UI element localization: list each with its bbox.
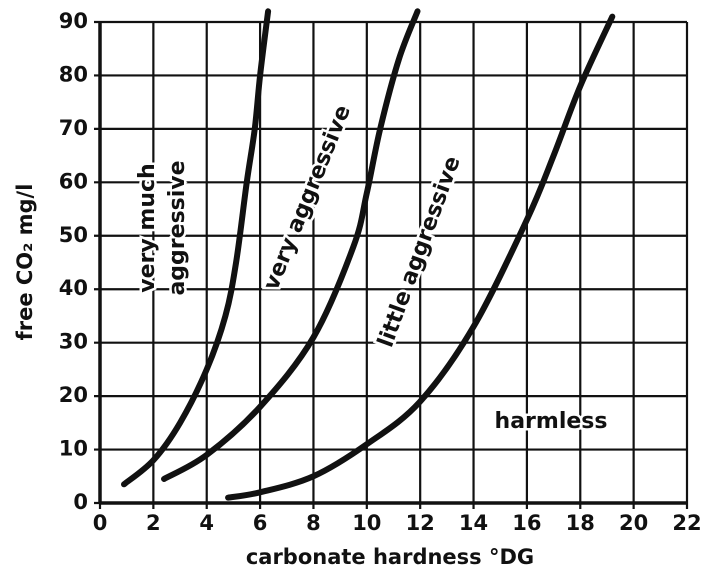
- x-tick-label: 18: [566, 511, 595, 535]
- x-tick-label: 4: [199, 511, 214, 535]
- region-label: aggressive: [165, 160, 190, 295]
- x-tick-label: 14: [459, 511, 488, 535]
- y-tick-label: 0: [73, 490, 88, 514]
- x-tick-label: 2: [146, 511, 161, 535]
- y-tick-label: 40: [59, 276, 88, 300]
- region-label: very aggressive: [259, 102, 356, 294]
- x-axis-label: carbonate hardness °DG: [246, 545, 534, 569]
- y-tick-label: 80: [59, 62, 88, 86]
- curve: [161, 8, 421, 482]
- y-tick-label: 60: [59, 169, 88, 193]
- curve: [225, 13, 616, 501]
- x-tick-label: 22: [672, 511, 701, 535]
- y-axis-label: free CO₂ mg/l: [13, 184, 37, 341]
- y-tick-label: 50: [59, 223, 88, 247]
- region-label: very much: [135, 163, 160, 292]
- region-label: harmless: [495, 409, 608, 434]
- y-tick-label: 20: [59, 383, 88, 407]
- y-tick-label: 90: [59, 9, 88, 33]
- x-tick-label: 0: [93, 511, 108, 535]
- x-tick-label: 8: [306, 511, 321, 535]
- x-tick-label: 6: [253, 511, 268, 535]
- x-tick-label: 16: [512, 511, 541, 535]
- y-tick-label: 10: [59, 437, 88, 461]
- y-tick-label: 70: [59, 116, 88, 140]
- curve: [121, 8, 272, 488]
- x-tick-label: 12: [406, 511, 435, 535]
- y-tick-label: 30: [59, 330, 88, 354]
- x-tick-label: 10: [352, 511, 381, 535]
- x-tick-label: 20: [619, 511, 648, 535]
